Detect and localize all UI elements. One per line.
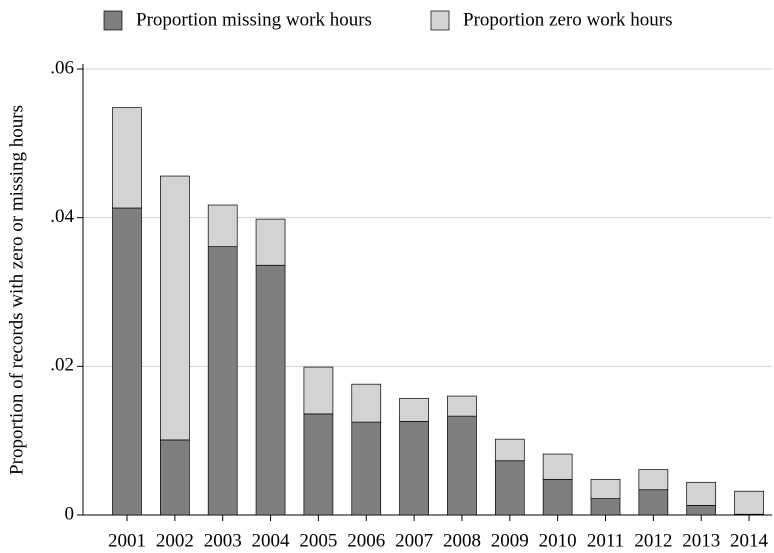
legend-label: Proportion missing work hours: [136, 9, 372, 30]
bar-segment: [160, 439, 190, 516]
bar-segment: [638, 489, 669, 516]
bar-segment: [255, 264, 286, 516]
x-tick-label: 2012: [634, 530, 672, 551]
x-tick-label: 2008: [443, 530, 481, 551]
bar-segment: [255, 218, 286, 266]
bar-segment: [399, 420, 429, 516]
bar-segment: [638, 469, 669, 491]
y-axis-label: Proportion of records with zero or missi…: [6, 105, 27, 475]
legend-label: Proportion zero work hours: [463, 9, 673, 30]
y-tick-label: 0: [65, 503, 75, 524]
x-tick-label: 2002: [156, 530, 194, 551]
bar-segment: [542, 453, 573, 480]
bar-segment: [399, 397, 429, 422]
x-tick-label: 2014: [730, 530, 769, 551]
x-tick-label: 2009: [491, 530, 529, 551]
y-tick-label: .02: [50, 355, 74, 376]
bar-segment: [686, 504, 717, 516]
x-tick-label: 2004: [252, 530, 291, 551]
bar-segment: [207, 246, 238, 516]
bar-segment: [112, 107, 142, 209]
bar-segment: [303, 413, 334, 516]
bar-segment: [686, 481, 717, 506]
bar-segment: [207, 204, 238, 248]
x-tick-label: 2001: [108, 530, 146, 551]
legend-swatch: [103, 10, 123, 31]
bar-segment: [494, 438, 525, 462]
bar-segment: [351, 421, 382, 516]
bar-segment: [447, 415, 477, 516]
bar-segment: [590, 478, 621, 499]
x-tick-label: 2005: [299, 530, 337, 551]
bar-segment: [112, 207, 142, 516]
bar-segment: [447, 395, 477, 417]
bar-segment: [734, 490, 764, 515]
x-tick-label: 2006: [347, 530, 385, 551]
x-tick-label: 2007: [395, 530, 433, 551]
y-tick-label: .06: [50, 57, 74, 78]
bar-segment: [303, 366, 334, 415]
x-tick-label: 2003: [204, 530, 242, 551]
x-tick-label: 2013: [682, 530, 720, 551]
y-tick-label: .04: [50, 206, 74, 227]
x-tick-label: 2010: [539, 530, 577, 551]
bar-segment: [494, 460, 525, 516]
x-tick-label: 2011: [587, 530, 624, 551]
bar-segment: [590, 498, 621, 516]
bar-segment: [542, 478, 573, 516]
legend-swatch: [430, 10, 450, 31]
bar-segment: [351, 383, 382, 423]
bar-segment: [160, 175, 190, 441]
